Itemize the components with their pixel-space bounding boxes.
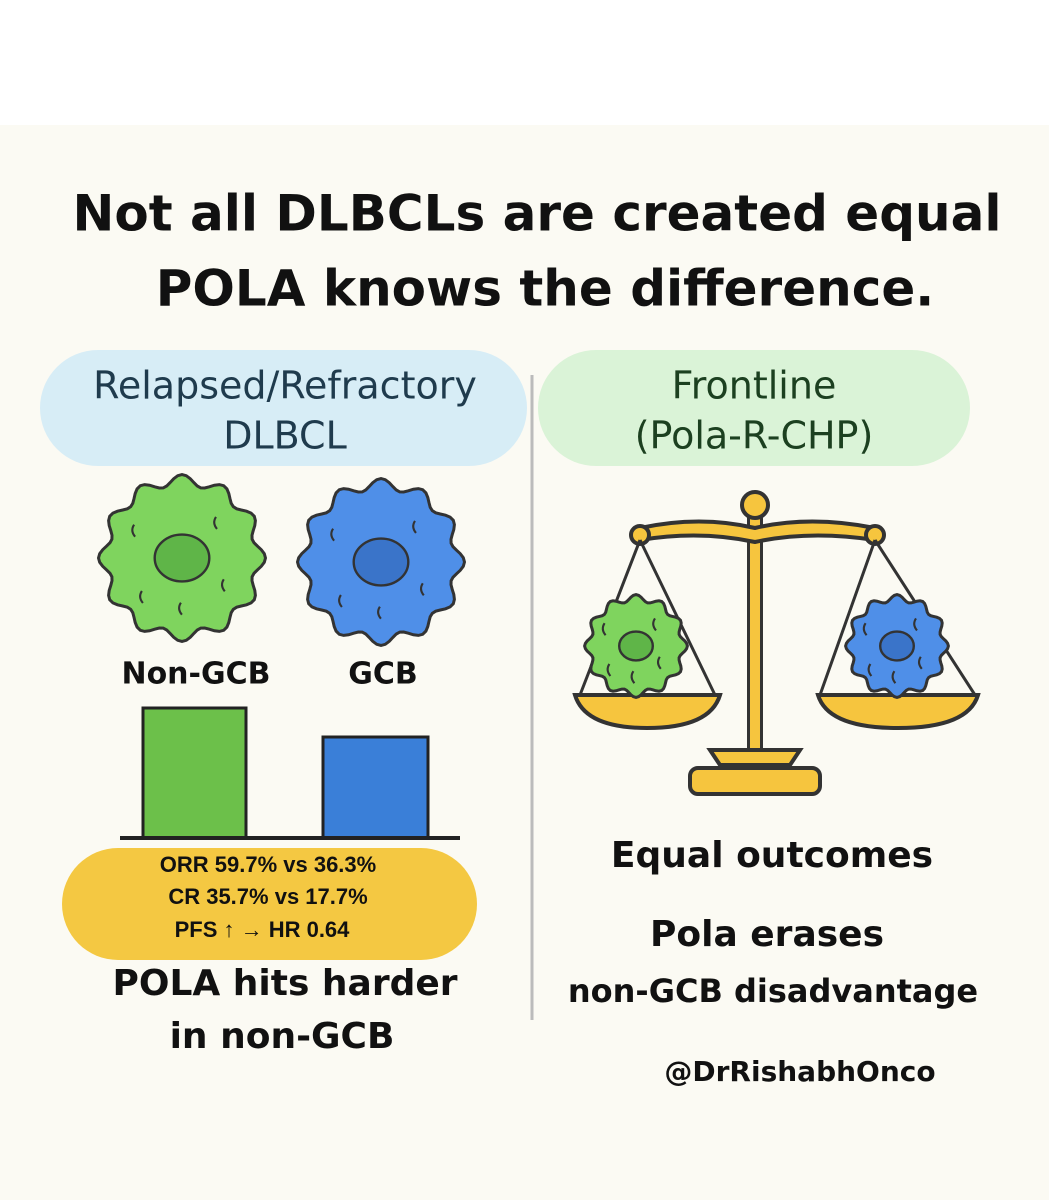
cell-granule bbox=[420, 582, 425, 596]
left-heading: Relapsed/Refractory bbox=[93, 364, 477, 408]
cell-granule bbox=[652, 617, 657, 632]
handle: @DrRishabhOnco bbox=[664, 1055, 935, 1088]
top-band bbox=[0, 0, 1049, 125]
scale-knob bbox=[740, 490, 770, 520]
cell-granule bbox=[918, 656, 923, 670]
right-heading: Frontline bbox=[672, 364, 837, 408]
scale-base bbox=[688, 766, 822, 796]
cell-granule bbox=[601, 622, 607, 636]
cell-granule bbox=[178, 602, 183, 616]
cell-illustrations bbox=[96, 472, 467, 648]
cell-label: GCB bbox=[348, 657, 418, 692]
cell-granule bbox=[913, 617, 918, 632]
right-detail: Pola erases bbox=[650, 914, 884, 955]
right-detail: non-GCB disadvantage bbox=[568, 972, 978, 1010]
cell-granule bbox=[131, 524, 136, 538]
left-heading-pill bbox=[40, 350, 527, 466]
cell-granule bbox=[221, 578, 226, 592]
cell-label: Non-GCB bbox=[121, 657, 270, 692]
cell-granule bbox=[412, 520, 417, 534]
cell-granule bbox=[862, 622, 868, 636]
bar-illustration bbox=[321, 735, 430, 840]
bar-illustration bbox=[141, 706, 248, 840]
title-line: Not all DLBCLs are created equal bbox=[73, 185, 1002, 243]
scale-cells bbox=[583, 593, 950, 699]
cell-nucleus bbox=[618, 630, 655, 662]
cell-granule bbox=[338, 594, 343, 608]
cell-granule bbox=[891, 670, 897, 684]
right-heading-pill bbox=[538, 350, 970, 466]
cell-granule bbox=[606, 663, 612, 677]
left-conclusion: POLA hits harder bbox=[112, 963, 457, 1004]
stats-pill bbox=[62, 848, 477, 960]
cell-granule bbox=[630, 670, 636, 684]
cell-granule bbox=[867, 663, 873, 677]
scale-pan bbox=[815, 693, 981, 731]
cell-nucleus bbox=[879, 630, 916, 662]
stat-line: PFS ↑ → HR 0.64 bbox=[175, 917, 351, 942]
cell-nucleus bbox=[153, 533, 211, 583]
right-heading: (Pola-R-CHP) bbox=[635, 414, 874, 458]
scale-pan bbox=[572, 693, 723, 731]
cell-granule bbox=[377, 606, 382, 620]
stat-line: ORR 59.7% vs 36.3% bbox=[160, 852, 376, 877]
title-line: POLA knows the difference. bbox=[156, 260, 935, 318]
cell-granule bbox=[657, 656, 662, 670]
cell-granule bbox=[330, 528, 335, 542]
stat-line: CR 35.7% vs 17.7% bbox=[168, 884, 367, 909]
cell-nucleus bbox=[352, 537, 410, 587]
right-conclusion: Equal outcomes bbox=[611, 835, 933, 876]
cell-granule bbox=[213, 516, 218, 530]
cell-granule bbox=[139, 590, 144, 604]
left-heading: DLBCL bbox=[223, 414, 347, 458]
scale-string bbox=[818, 539, 877, 696]
left-conclusion: in non-GCB bbox=[170, 1016, 395, 1057]
scale-neck bbox=[706, 748, 804, 767]
